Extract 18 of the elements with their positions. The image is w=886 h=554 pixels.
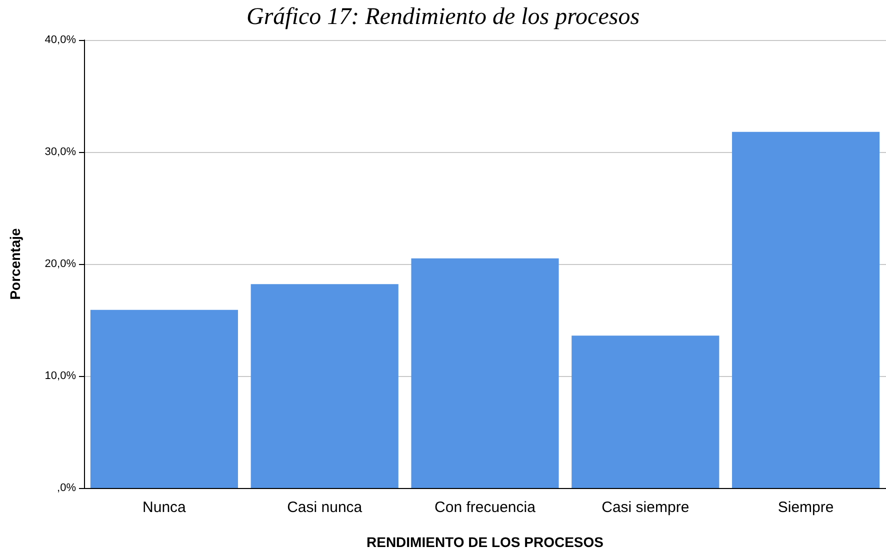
x-tick-label: Nunca bbox=[142, 499, 187, 516]
bar bbox=[250, 284, 398, 488]
bar bbox=[90, 310, 238, 488]
y-tick-label: 40,0% bbox=[44, 34, 76, 46]
bar bbox=[572, 336, 720, 488]
bar bbox=[411, 258, 559, 488]
x-tick-label: Con frecuencia bbox=[434, 499, 536, 516]
y-axis-title: Porcentaje bbox=[7, 228, 23, 300]
x-tick-label: Siempre bbox=[778, 499, 834, 516]
x-tick-label: Casi nunca bbox=[287, 499, 363, 516]
chart-title: Gráfico 17: Rendimiento de los procesos bbox=[246, 4, 640, 30]
bar bbox=[732, 132, 880, 488]
y-tick-label: 20,0% bbox=[44, 258, 76, 270]
y-tick-label: 30,0% bbox=[44, 146, 76, 158]
x-tick-label: Casi siempre bbox=[602, 499, 690, 516]
y-tick-label: ,0% bbox=[57, 482, 76, 494]
y-tick-label: 10,0% bbox=[44, 370, 76, 382]
x-axis-title: RENDIMIENTO DE LOS PROCESOS bbox=[366, 534, 604, 550]
